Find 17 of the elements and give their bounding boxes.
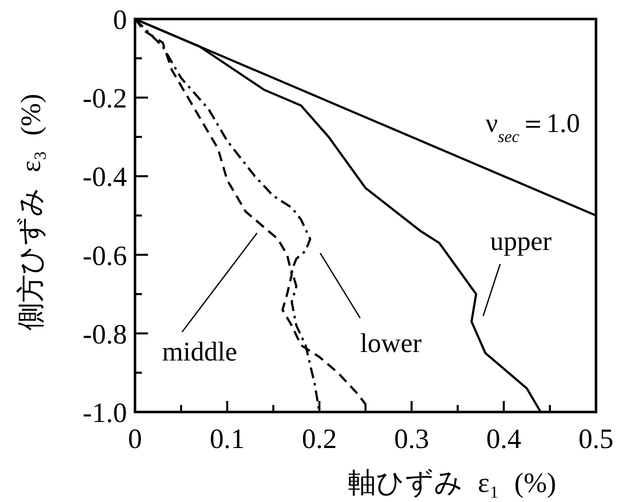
y-tick-label: -0.2	[82, 84, 127, 115]
x-tick-label: 0.4	[486, 424, 522, 455]
series-label: lower	[360, 328, 422, 358]
x-axis-title: 軸ひずみ ε₁ (%)	[348, 468, 556, 499]
series-label: middle	[162, 336, 238, 366]
x-tick-label: 0.5	[578, 424, 614, 455]
y-tick-label: -0.6	[82, 240, 127, 272]
y-tick-label: -0.4	[82, 162, 127, 194]
series-label: ν$_{sec}$＝1.0	[486, 108, 580, 146]
y-axis-title: 側方ひずみ ε₃ (%)	[16, 94, 47, 330]
y-tick-label: -1.0	[82, 398, 127, 429]
y-tick-label: -0.8	[82, 319, 127, 350]
x-tick-label: 0.2	[302, 424, 337, 455]
x-tick-label: 0.3	[394, 424, 430, 455]
series-label: upper	[490, 226, 552, 256]
x-tick-label: 0.1	[210, 424, 245, 455]
y-tick-label: 0	[113, 5, 127, 36]
